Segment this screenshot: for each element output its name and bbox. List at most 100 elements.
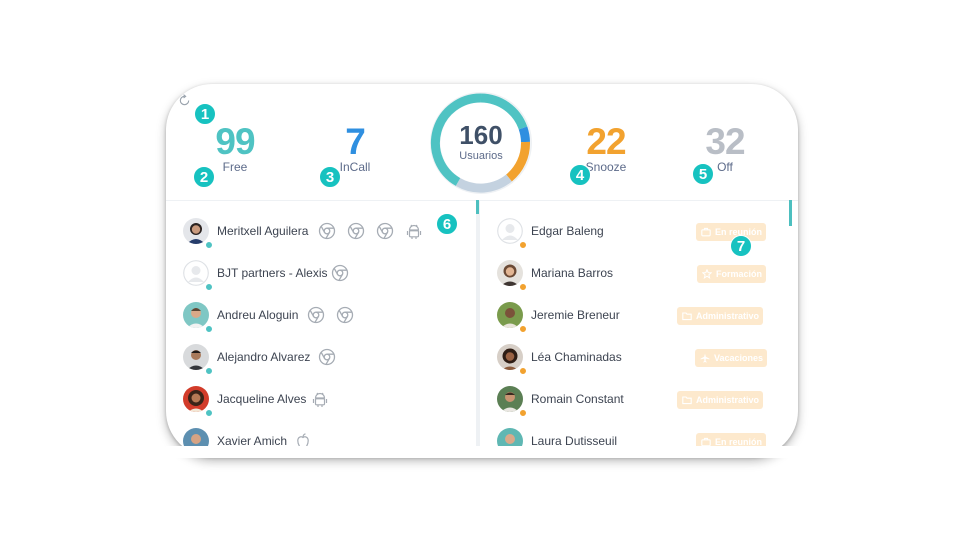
- status-dot: [204, 240, 214, 250]
- status-badge-label: En reunión: [715, 437, 762, 447]
- status-badge-label: Administrativo: [696, 311, 760, 321]
- status-dot: [518, 324, 528, 334]
- stat-off-label: Off: [717, 160, 733, 174]
- users-caption: Usuarios: [459, 150, 503, 162]
- users-donut-chart: [430, 92, 532, 194]
- status-dot: [204, 366, 214, 376]
- stat-off[interactable]: 32 Off: [690, 121, 760, 175]
- briefcase-icon: [701, 437, 711, 447]
- avatar: [183, 302, 209, 328]
- avatar: [183, 386, 209, 412]
- status-badge: Vacaciones: [695, 349, 768, 367]
- header-divider: [166, 200, 798, 201]
- chrome-icon: [318, 348, 336, 366]
- stat-incall-label: InCall: [339, 160, 371, 174]
- callout-marker-3: 3: [319, 166, 341, 188]
- list-item[interactable]: Andreu Aloguin: [166, 294, 476, 336]
- list-item[interactable]: Mariana Barros Formación: [480, 252, 792, 294]
- left-scrollbar[interactable]: [476, 200, 479, 214]
- list-item[interactable]: Meritxell Aguilera: [166, 210, 476, 252]
- avatar: [497, 386, 523, 412]
- status-badge-label: Administrativo: [696, 395, 760, 405]
- right-scrollbar[interactable]: [789, 200, 792, 226]
- chrome-icon: [318, 222, 336, 240]
- avatar: [497, 260, 523, 286]
- device-icons: [311, 390, 329, 408]
- avatar-placeholder: [497, 218, 523, 244]
- list-item[interactable]: Jacqueline Alves: [166, 378, 476, 420]
- list-item[interactable]: Edgar Baleng En reunión: [480, 210, 792, 252]
- avatar-placeholder: [183, 260, 209, 286]
- avatar: [497, 344, 523, 370]
- folder-icon: [682, 396, 692, 405]
- device-icons: [318, 222, 423, 240]
- status-dot: [204, 282, 214, 292]
- status-dot: [518, 282, 528, 292]
- stat-free[interactable]: 99 Free: [200, 121, 270, 175]
- user-name: Léa Chaminadas: [531, 350, 622, 364]
- stat-incall-value: 7: [345, 121, 366, 162]
- user-name: Romain Constant: [531, 392, 624, 406]
- avatar: [497, 428, 523, 450]
- users-total: 160: [459, 120, 503, 150]
- callout-marker-2: 2: [193, 166, 215, 188]
- plane-icon: [700, 353, 710, 363]
- android-icon: [406, 224, 422, 239]
- status-badge: En reunión: [696, 223, 766, 241]
- status-badge: En reunión: [696, 433, 766, 450]
- status-badge: Formación: [697, 265, 767, 283]
- callout-marker-5: 5: [692, 163, 714, 185]
- free-users-list: Meritxell Aguilera BJT partners - Alexis…: [166, 200, 476, 450]
- user-name: Mariana Barros: [531, 266, 614, 280]
- stat-incall[interactable]: 7 InCall: [320, 121, 390, 175]
- avatar: [183, 218, 209, 244]
- status-dot: [204, 324, 214, 334]
- avatar: [183, 428, 209, 450]
- stat-snooze[interactable]: 22 Snooze: [570, 121, 642, 175]
- status-badge: Administrativo: [677, 391, 764, 409]
- refresh-icon[interactable]: [178, 94, 191, 107]
- status-badge: Administrativo: [677, 307, 764, 325]
- list-item[interactable]: Romain Constant Administrativo: [480, 378, 792, 420]
- list-item[interactable]: BJT partners - Alexis: [166, 252, 476, 294]
- list-item[interactable]: Léa Chaminadas Vacaciones: [480, 336, 792, 378]
- callout-marker-7: 7: [730, 235, 752, 257]
- chrome-icon: [307, 306, 325, 324]
- user-name: Jeremie Breneur: [531, 308, 620, 322]
- status-dot: [518, 366, 528, 376]
- chrome-icon: [376, 222, 394, 240]
- stat-free-label: Free: [222, 160, 248, 174]
- stat-snooze-value: 22: [586, 121, 626, 162]
- user-name: Andreu Aloguin: [217, 308, 299, 322]
- user-name: Laura Dutisseuil: [531, 434, 618, 448]
- avatar: [497, 302, 523, 328]
- stat-free-value: 99: [215, 121, 255, 162]
- chrome-icon: [347, 222, 365, 240]
- avatar: [183, 344, 209, 370]
- status-badge-label: Vacaciones: [714, 353, 764, 363]
- device-icons: [331, 264, 349, 282]
- status-dot: [518, 240, 528, 250]
- list-item[interactable]: Laura Dutisseuil En reunión: [480, 420, 792, 450]
- status-dot: [518, 408, 528, 418]
- list-item[interactable]: Alejandro Alvarez: [166, 336, 476, 378]
- status-badge-label: En reunión: [715, 227, 762, 237]
- callout-marker-1: 1: [194, 103, 216, 125]
- star-icon: [702, 269, 712, 279]
- list-item[interactable]: Xavier Amich: [166, 420, 476, 450]
- callout-marker-4: 4: [569, 164, 591, 186]
- stat-off-value: 32: [705, 121, 745, 162]
- user-name: Edgar Baleng: [531, 224, 604, 238]
- android-icon: [312, 392, 328, 407]
- callout-marker-6: 6: [436, 213, 458, 235]
- column-divider: [476, 200, 480, 450]
- folder-icon: [682, 312, 692, 321]
- chrome-icon: [336, 306, 354, 324]
- user-name: Xavier Amich: [217, 434, 288, 448]
- user-name: Meritxell Aguilera: [217, 224, 309, 238]
- donut-center: 160 Usuarios: [426, 88, 536, 198]
- device-icons: [307, 306, 354, 324]
- list-item[interactable]: Jeremie Breneur Administrativo: [480, 294, 792, 336]
- status-badge-label: Formación: [716, 269, 763, 279]
- status-dot: [204, 408, 214, 418]
